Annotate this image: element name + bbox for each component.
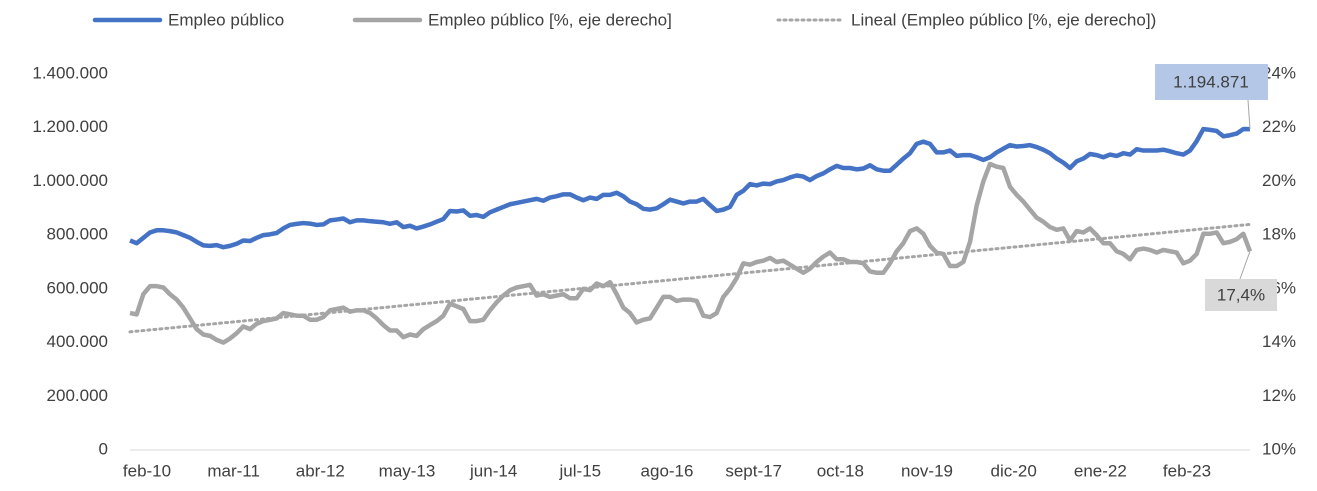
x-tick-label: nov-19 — [901, 461, 953, 480]
y2-tick-label: 20% — [1262, 171, 1296, 190]
x-tick-label: feb-23 — [1163, 461, 1211, 480]
y2-tick-label: 14% — [1262, 332, 1296, 351]
x-tick-label: abr-12 — [296, 461, 345, 480]
end-label-box — [1155, 64, 1268, 100]
x-tick-label: feb-10 — [123, 461, 171, 480]
y2-tick-label: 22% — [1262, 117, 1296, 136]
y-tick-label: 1.400.000 — [32, 63, 108, 82]
x-tick-label: jul-15 — [559, 461, 602, 480]
x-tick-label: ago-16 — [641, 461, 694, 480]
trendline — [128, 222, 1252, 334]
y-tick-label: 600.000 — [47, 278, 108, 297]
legend-label: Empleo público [%, eje derecho] — [428, 10, 672, 29]
end-label: 17,4% — [1217, 285, 1265, 304]
x-tick-label: sept-17 — [725, 461, 782, 480]
y-tick-label: 0 — [99, 439, 108, 458]
line-series — [129, 126, 1251, 250]
x-tick-label: mar-11 — [207, 461, 260, 480]
y-tick-label: 800.000 — [47, 225, 108, 244]
y2-tick-label: 10% — [1262, 439, 1296, 458]
y2-tick-label: 12% — [1262, 386, 1296, 405]
x-tick-label: oct-18 — [817, 461, 864, 480]
y-tick-label: 400.000 — [47, 332, 108, 351]
x-tick-label: may-13 — [379, 461, 436, 480]
leader-line — [1239, 251, 1251, 280]
x-tick-label: ene-22 — [1074, 461, 1127, 480]
y-tick-label: 1.200.000 — [32, 117, 108, 136]
leader-line — [1247, 99, 1251, 130]
end-label: 1.194.871 — [1173, 72, 1249, 91]
y-tick-label: 1.000.000 — [32, 171, 108, 190]
legend-label: Lineal (Empleo público [%, eje derecho]) — [851, 10, 1156, 29]
x-tick-label: dic-20 — [991, 461, 1037, 480]
y2-tick-label: 18% — [1262, 225, 1296, 244]
y-tick-label: 200.000 — [47, 386, 108, 405]
y2-tick-label: 24% — [1262, 63, 1296, 82]
legend-label: Empleo público — [168, 10, 284, 29]
x-tick-label: jun-14 — [469, 461, 517, 480]
end-label-box — [1205, 279, 1277, 311]
line-series — [129, 161, 1253, 345]
